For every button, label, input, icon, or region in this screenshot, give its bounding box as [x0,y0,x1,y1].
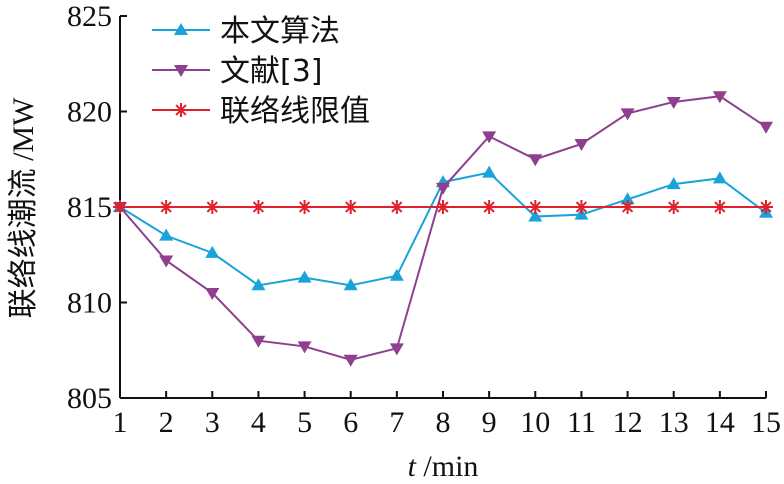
asterisk-stroke [529,201,541,213]
data-point [159,228,174,241]
x-tick-label: 9 [482,406,497,439]
y-tick-label: 820 [67,96,112,129]
data-point [343,278,358,291]
x-tick-label: 6 [343,406,358,439]
data-point [343,354,358,367]
data-point [712,171,727,184]
data-point [574,138,589,151]
x-tick-label: 1 [113,406,128,439]
x-axis-label-italic: t [408,450,417,483]
series-2 [113,91,773,367]
data-point [482,131,497,144]
data-point [759,121,773,134]
x-tick-label: 14 [705,406,735,439]
data-point [389,268,404,281]
y-tick-label: 815 [67,191,112,224]
data-point [666,177,681,190]
x-tick-label: 3 [205,406,220,439]
y-tick-label: 825 [67,0,112,33]
data-point [297,270,312,283]
asterisk-stroke [575,201,588,213]
legend-label: 文献[3] [220,54,323,89]
x-axis-label: t /min [408,450,479,483]
asterisk-stroke [175,104,187,116]
data-point [159,200,174,214]
series-line [119,95,767,361]
asterisk-stroke [206,201,218,213]
x-tick-label: 11 [567,406,596,439]
asterisk-stroke [437,201,449,213]
data-point [436,182,450,195]
y-axis-label: 联络线潮流 /MW [7,97,40,319]
x-tick-label: 12 [613,406,643,439]
data-point [389,200,404,214]
data-point [620,192,635,205]
data-point [251,335,266,348]
asterisk-stroke [483,201,495,213]
asterisk-stroke [621,201,634,213]
asterisk-stroke [714,201,726,213]
data-point [759,200,773,214]
data-point [343,200,358,214]
asterisk-stroke [668,201,680,213]
x-tick-label: 10 [520,406,550,439]
data-point [205,200,220,214]
data-point [297,200,312,214]
data-point [251,278,266,291]
series-3 [113,200,773,214]
x-tick-label: 2 [159,406,174,439]
asterisk-stroke [345,201,357,213]
asterisk-stroke [391,201,403,213]
x-ticks: 1 2 3 4 5 6 7 8 9 10 11 12 13 14 15 [113,391,781,439]
data-point [205,245,220,258]
data-point [113,200,127,214]
legend-marker [174,103,188,117]
data-point [528,154,543,167]
legend-label: 联络线限值 [220,94,370,129]
y-ticks: 805 810 815 820 825 [67,0,127,415]
y-tick-label: 810 [67,287,112,320]
legend-item: 本文算法 [152,14,340,49]
data-point [574,200,589,214]
asterisk-stroke [298,201,311,213]
x-tick-label: 4 [251,406,266,439]
series-1 [113,165,773,291]
data-point [620,108,635,121]
data-point [620,200,635,214]
x-tick-label: 8 [436,406,451,439]
data-point [666,200,681,214]
data-point [251,200,266,214]
asterisk-stroke [760,201,772,213]
asterisk-stroke [252,201,265,213]
asterisk-stroke [160,201,172,213]
x-tick-label: 15 [751,406,781,439]
data-point [528,209,543,222]
data-point [436,200,450,214]
asterisk-stroke [114,201,126,213]
data-point [297,341,312,354]
legend-item: 文献[3] [152,54,323,89]
x-tick-label: 7 [389,406,404,439]
data-point [159,255,174,268]
x-tick-label: 13 [659,406,689,439]
x-tick-label: 5 [297,406,312,439]
legend-item: 联络线限值 [152,94,370,129]
x-axis-label-unit: /min [416,450,479,483]
data-point [205,287,220,300]
y-tick-label: 805 [67,382,112,415]
data-point [528,200,543,214]
legend-marker [174,65,188,77]
series-group [113,91,773,367]
legend-label: 本文算法 [220,14,340,49]
data-point [712,91,727,104]
data-point [389,343,404,356]
data-point [482,200,497,214]
legend-marker [174,23,188,35]
data-point [712,200,727,214]
data-point [666,96,681,109]
data-point [482,165,497,178]
